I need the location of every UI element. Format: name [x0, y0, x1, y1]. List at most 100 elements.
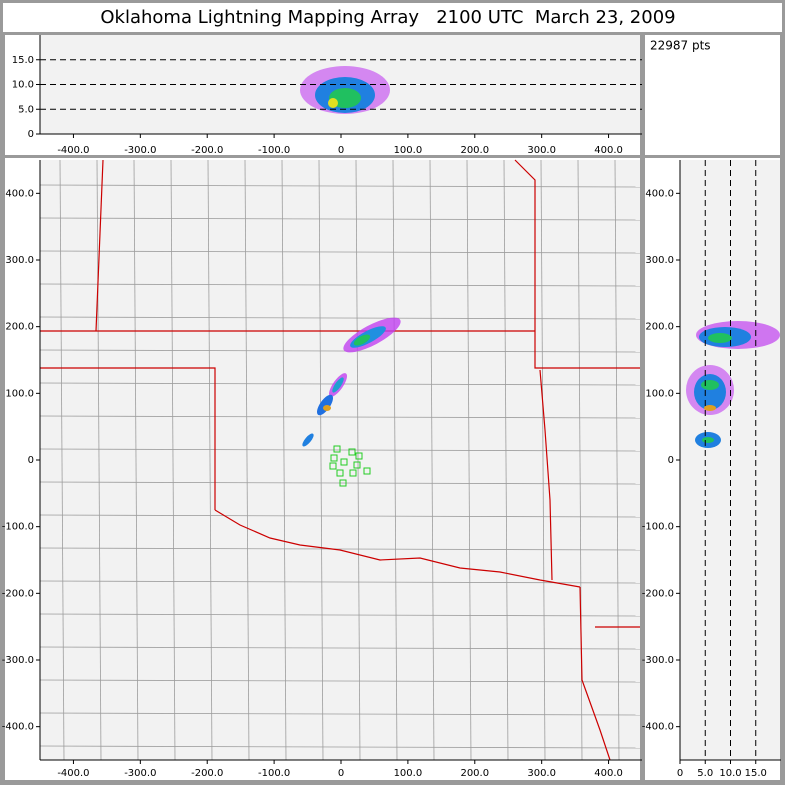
density: [332, 377, 344, 393]
county-line: [39, 250, 641, 254]
y-tick-label: -300.0: [2, 655, 34, 666]
density: [323, 405, 331, 411]
x-tick-label: 200.0: [460, 768, 489, 779]
station: [336, 469, 344, 477]
density: [353, 334, 371, 346]
x-tick-label: -400.0: [57, 145, 89, 156]
point-count: 22987 pts: [650, 39, 711, 53]
y-tick-label: 0: [28, 455, 34, 466]
y-tick-label: 0: [668, 455, 674, 466]
station: [329, 462, 337, 470]
station: [353, 461, 361, 469]
county-line: [39, 646, 641, 650]
county-line: [503, 159, 509, 761]
y-tick-label: 5.0: [18, 104, 34, 115]
county-line: [39, 613, 641, 617]
y-tick-label: 300.0: [645, 255, 674, 266]
x-tick-label: 300.0: [527, 145, 556, 156]
county-line: [39, 712, 641, 716]
y-tick-label: -200.0: [642, 588, 674, 599]
y-tick-label: 400.0: [5, 188, 34, 199]
county-line: [39, 316, 641, 320]
state-borders: [40, 159, 640, 761]
y-tick-label: -100.0: [642, 522, 674, 533]
station: [348, 448, 356, 456]
county-line: [392, 159, 398, 761]
county-line: [39, 184, 641, 188]
x-tick-label: 0: [677, 768, 683, 779]
x-tick-label: 400.0: [594, 768, 623, 779]
county-line: [39, 580, 641, 584]
x-tick-label: -200.0: [191, 768, 223, 779]
y-tick-label: 400.0: [645, 188, 674, 199]
y-tick-label: -100.0: [2, 522, 34, 533]
county-line: [614, 159, 620, 761]
county-line: [39, 679, 641, 683]
y-tick-label: 100.0: [645, 388, 674, 399]
y-tick-label: 200.0: [5, 322, 34, 333]
county-line: [39, 217, 641, 221]
station: [339, 479, 347, 487]
x-tick-label: 0: [338, 768, 344, 779]
county-line: [96, 159, 102, 761]
border: [95, 159, 104, 332]
x-tick-label: -300.0: [124, 145, 156, 156]
y-tick-label: 100.0: [5, 388, 34, 399]
density: [694, 374, 726, 410]
county-line: [466, 159, 472, 761]
density: [316, 394, 334, 416]
x-tick-label: -100.0: [258, 145, 290, 156]
density: [704, 405, 716, 411]
y-tick-label: 15.0: [12, 55, 34, 66]
y-tick-label: 200.0: [645, 322, 674, 333]
x-tick-label: -200.0: [191, 145, 223, 156]
county-line: [207, 159, 213, 761]
county-line: [244, 159, 250, 761]
county-line: [170, 159, 176, 761]
county-line: [39, 283, 641, 287]
x-tick-label: 100.0: [394, 768, 423, 779]
station: [330, 454, 338, 462]
title: Oklahoma Lightning Mapping Array 2100 UT…: [100, 7, 675, 28]
county-line: [133, 159, 139, 761]
x-tick-label: -400.0: [57, 768, 89, 779]
x-tick-label: 100.0: [394, 145, 423, 156]
border: [514, 159, 640, 369]
y-tick-label: 0: [28, 129, 34, 140]
county-line: [318, 159, 324, 761]
density: [702, 437, 714, 443]
station: [349, 469, 357, 477]
x-tick-label: 300.0: [527, 768, 556, 779]
stations: [329, 445, 371, 487]
x-tick-label: -100.0: [258, 768, 290, 779]
county-line: [39, 349, 641, 353]
density: [701, 380, 719, 390]
y-tick-label: -300.0: [642, 655, 674, 666]
station: [363, 467, 371, 475]
lightning-density: [300, 66, 780, 448]
border: [539, 369, 553, 581]
station: [355, 452, 363, 460]
y-tick-label: -400.0: [2, 722, 34, 733]
county-line: [281, 159, 287, 761]
density: [328, 98, 338, 108]
county-line: [59, 159, 65, 761]
county-line: [39, 745, 641, 749]
county-line: [39, 514, 641, 518]
border: [40, 367, 216, 510]
x-tick-label: 400.0: [594, 145, 623, 156]
title-bar: [3, 3, 782, 32]
x-tick-label: 10.0: [719, 768, 741, 779]
border: [214, 509, 581, 588]
y-tick-label: 300.0: [5, 255, 34, 266]
density: [708, 333, 732, 343]
y-tick-label: -400.0: [642, 722, 674, 733]
county-line: [429, 159, 435, 761]
county-line: [39, 415, 641, 419]
density: [302, 433, 314, 447]
plot-area: [40, 160, 640, 760]
x-tick-label: 5.0: [697, 768, 713, 779]
x-tick-label: 15.0: [745, 768, 767, 779]
